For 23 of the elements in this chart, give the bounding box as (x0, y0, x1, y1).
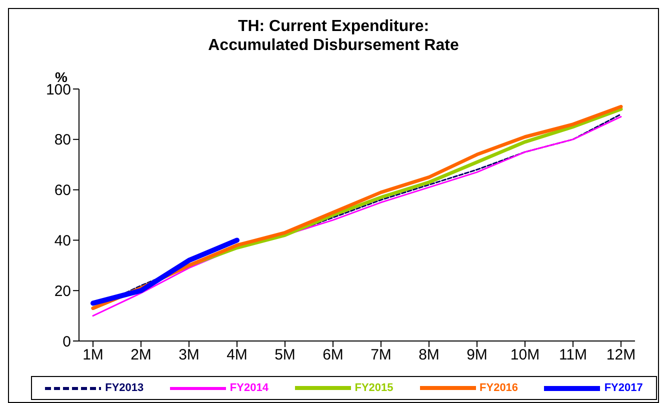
x-tick-label: 8M (418, 346, 440, 364)
y-tick-label: 60 (54, 182, 71, 200)
text: FY2015 (354, 382, 394, 394)
text: FY2013 (105, 382, 144, 394)
y-tick-label: 80 (54, 132, 71, 149)
text: FY2017 (604, 382, 643, 394)
y-tick-label: 20 (54, 282, 71, 300)
x-tick-label: 4M (226, 346, 248, 364)
x-tick-label: 11M (558, 346, 588, 364)
x-tick-label: 5M (274, 346, 296, 364)
y-tick-label: 40 (54, 232, 71, 250)
x-tick-label: 12M (606, 346, 636, 364)
x-tick-label: 7M (370, 346, 392, 364)
chart-title: TH: Current Expenditure: Accumulated Disbursement Rate (207, 17, 460, 55)
text: FY2014 (230, 382, 268, 394)
text: FY2016 (480, 382, 518, 394)
x-tick-label: 2M (130, 346, 152, 364)
x-tick-label: 1M (82, 346, 104, 364)
x-tick-label: 3M (178, 346, 200, 364)
x-tick-label: 6M (322, 346, 344, 364)
y-tick-label: 0 (62, 333, 71, 350)
x-tick-label: 9M (466, 346, 488, 364)
x-tick-label: 10M (510, 346, 540, 364)
